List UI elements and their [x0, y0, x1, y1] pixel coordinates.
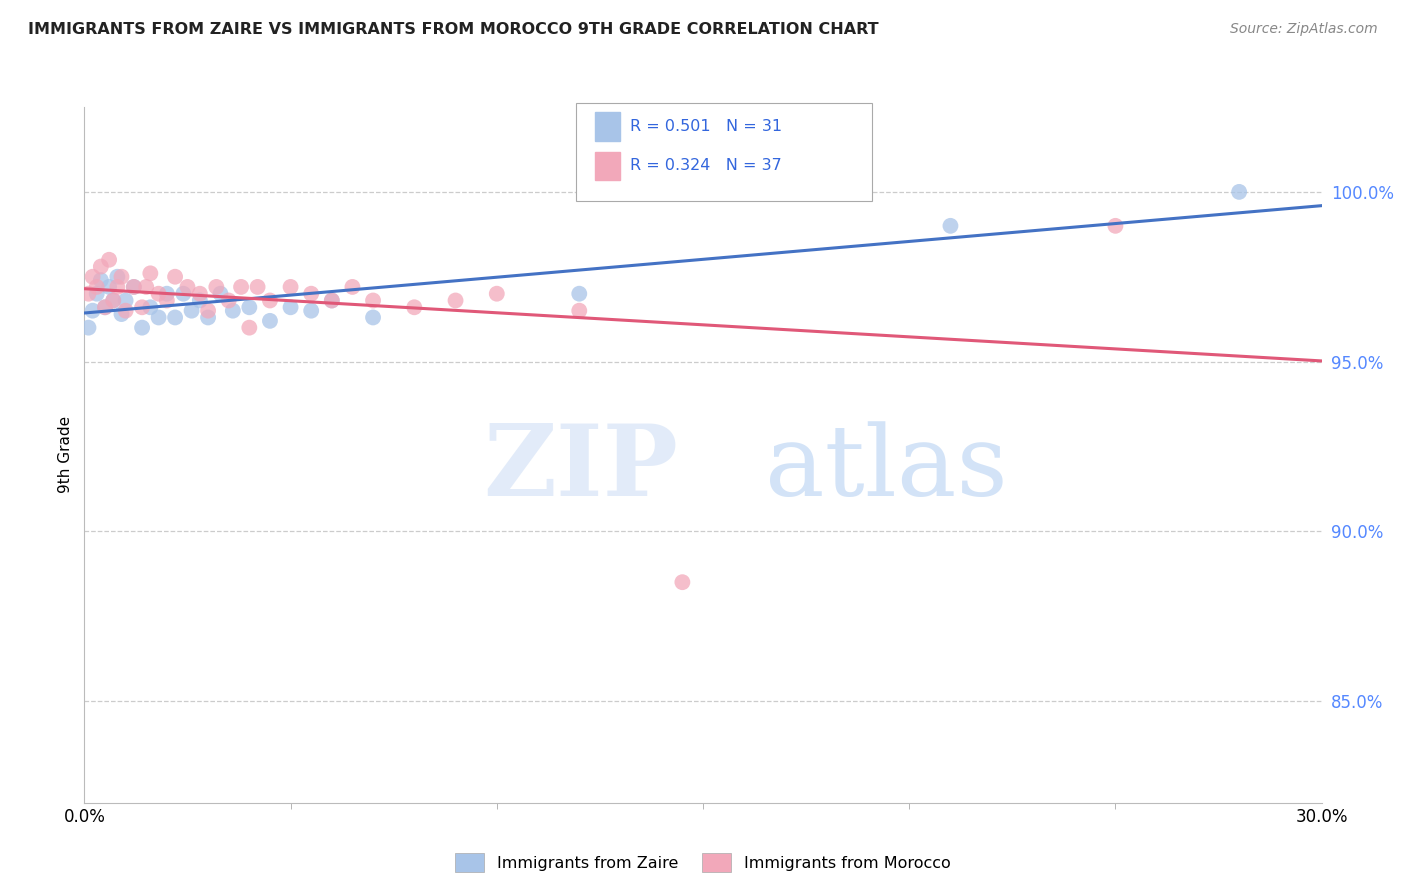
Point [77, 320, 100, 334]
Point [321, 293, 343, 308]
Point [205, 280, 228, 294]
Point [188, 293, 211, 308]
Point [222, 303, 245, 318]
Point [280, 280, 302, 294]
Point [90, 260, 112, 274]
Point [122, 280, 145, 294]
Point [1104, 219, 1126, 233]
Point [238, 320, 260, 334]
Text: R = 0.324   N = 37: R = 0.324 N = 37 [630, 159, 782, 173]
Point [165, 310, 187, 325]
Point [342, 280, 364, 294]
Point [238, 300, 260, 314]
Point [218, 293, 240, 308]
Point [148, 310, 170, 325]
Point [156, 286, 179, 301]
Point [259, 314, 281, 328]
Point [404, 300, 426, 314]
Point [259, 293, 281, 308]
Point [148, 286, 170, 301]
Point [103, 293, 125, 308]
Point [485, 286, 508, 301]
Point [197, 303, 219, 318]
Legend: Immigrants from Zaire, Immigrants from Morocco: Immigrants from Zaire, Immigrants from M… [449, 847, 957, 879]
Point [122, 280, 145, 294]
Point [90, 273, 112, 287]
Point [180, 303, 202, 318]
Point [321, 293, 343, 308]
Point [103, 293, 125, 308]
Point [197, 310, 219, 325]
Point [94, 300, 117, 314]
Point [131, 320, 153, 334]
Point [110, 307, 132, 321]
Point [209, 286, 232, 301]
Point [165, 269, 187, 284]
Point [568, 286, 591, 301]
Point [110, 269, 132, 284]
Point [188, 286, 211, 301]
Point [82, 303, 104, 318]
Point [280, 300, 302, 314]
Point [361, 310, 384, 325]
Point [939, 219, 962, 233]
Point [176, 280, 198, 294]
Point [105, 280, 128, 294]
Point [94, 300, 117, 314]
Point [246, 280, 269, 294]
Y-axis label: 9th Grade: 9th Grade [58, 417, 73, 493]
Point [1227, 185, 1250, 199]
Point [671, 575, 693, 590]
Point [444, 293, 467, 308]
Point [568, 303, 591, 318]
Text: ZIP: ZIP [484, 420, 678, 517]
Point [86, 286, 108, 301]
Point [98, 252, 121, 267]
Point [135, 280, 157, 294]
Point [156, 293, 179, 308]
Point [172, 286, 194, 301]
Point [82, 269, 104, 284]
Point [139, 266, 162, 280]
Point [131, 300, 153, 314]
Point [86, 280, 108, 294]
Text: atlas: atlas [765, 421, 1008, 516]
Text: Source: ZipAtlas.com: Source: ZipAtlas.com [1230, 22, 1378, 37]
Point [229, 280, 252, 294]
Point [139, 300, 162, 314]
Point [77, 286, 100, 301]
Point [299, 303, 322, 318]
Point [105, 269, 128, 284]
Text: R = 0.501   N = 31: R = 0.501 N = 31 [630, 120, 782, 134]
Point [114, 303, 136, 318]
Point [98, 280, 121, 294]
Point [361, 293, 384, 308]
Text: IMMIGRANTS FROM ZAIRE VS IMMIGRANTS FROM MOROCCO 9TH GRADE CORRELATION CHART: IMMIGRANTS FROM ZAIRE VS IMMIGRANTS FROM… [28, 22, 879, 37]
Point [114, 293, 136, 308]
Point [299, 286, 322, 301]
